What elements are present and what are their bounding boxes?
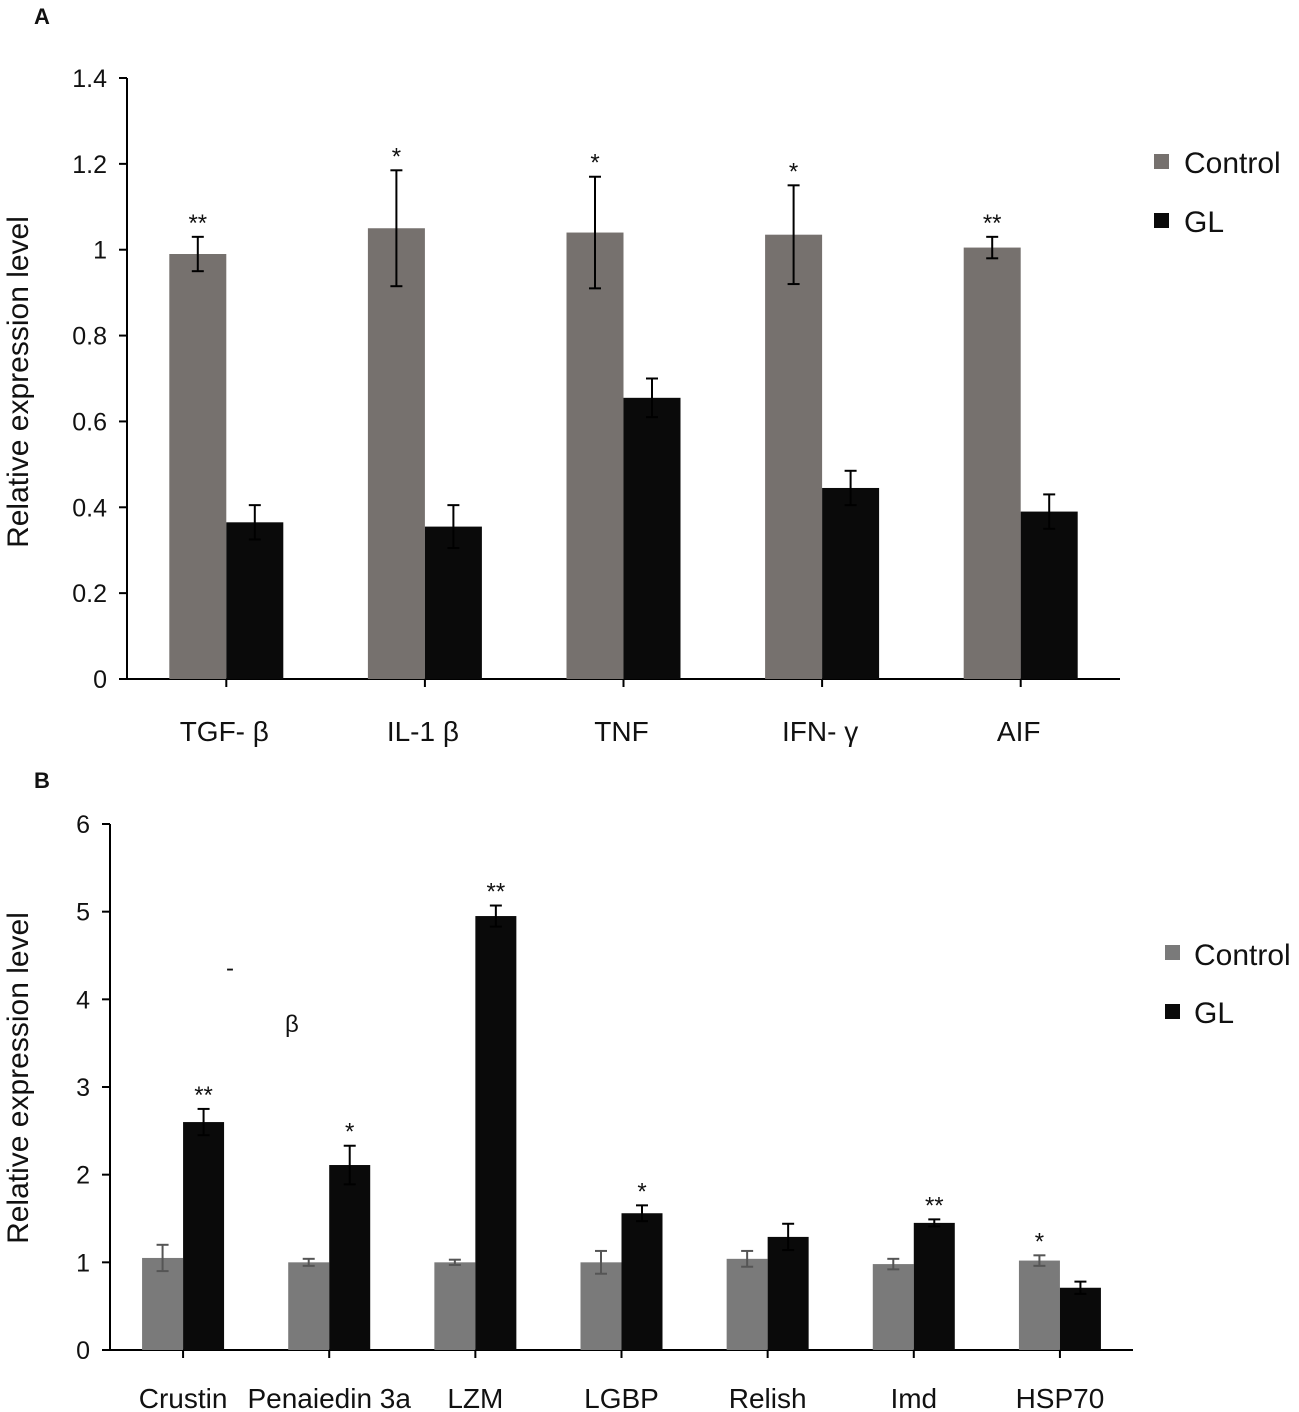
bar-control-tnf bbox=[566, 232, 624, 680]
y-tick-label: 1 bbox=[76, 1249, 90, 1277]
panel-b: B Relative expression level 0 1 2 3 4 5 6 Crust… bbox=[2, 768, 1291, 1412]
significance-marker-tgf: ** bbox=[188, 210, 207, 237]
bar-control-imd bbox=[872, 1264, 914, 1350]
stray-dash-mark: - bbox=[226, 955, 234, 982]
significance-marker-penaiedin-3a: * bbox=[345, 1119, 354, 1146]
y-tick-label: 5 bbox=[76, 899, 90, 927]
bar-control-ifn bbox=[765, 234, 823, 680]
significance-marker-lzm: ** bbox=[487, 879, 506, 906]
y-tick-label: 0.4 bbox=[72, 494, 107, 522]
x-tick-label-aif: AIF bbox=[997, 716, 1041, 747]
legend-control-label: Control bbox=[1184, 147, 1281, 180]
bar-gl-hsp70 bbox=[1059, 1287, 1101, 1350]
panel-b-label: B bbox=[34, 768, 50, 793]
significance-marker-lgbp: * bbox=[637, 1178, 646, 1205]
bar-gl-tgf bbox=[226, 522, 284, 679]
bar-gl-lzm bbox=[475, 916, 517, 1350]
bar-gl-aif bbox=[1020, 511, 1078, 679]
y-tick-label: 0.2 bbox=[72, 580, 107, 608]
panel-b-y-axis-label: Relative expression level bbox=[2, 912, 35, 1244]
bar-control-crustin bbox=[142, 1257, 184, 1350]
x-tick-label-tgf: TGF- β bbox=[180, 716, 269, 747]
panel-b-legend: Control GL bbox=[1165, 939, 1291, 1030]
panel-b-plot-area: 0 1 2 3 4 5 6 Crustin ** Penaiedin 3a * LZM ** LGBP * R… bbox=[76, 811, 1133, 1412]
bar-gl-penaiedin-3a bbox=[329, 1165, 371, 1350]
stray-beta-mark: β bbox=[285, 1011, 299, 1038]
bar-control-aif bbox=[963, 247, 1021, 679]
bar-gl-crustin bbox=[183, 1122, 225, 1350]
panel-a-label: A bbox=[34, 4, 50, 29]
bar-gl-il-1 bbox=[424, 526, 482, 679]
y-tick-label: 0.8 bbox=[72, 323, 107, 351]
significance-marker-aif: ** bbox=[983, 210, 1002, 237]
legend-control-swatch bbox=[1165, 945, 1180, 960]
x-tick-label-relish: Relish bbox=[729, 1383, 807, 1412]
bar-gl-lgbp bbox=[621, 1213, 663, 1350]
x-tick-label-imd: Imd bbox=[890, 1383, 937, 1412]
legend-control-label: Control bbox=[1194, 939, 1291, 972]
x-tick-label-hsp70: HSP70 bbox=[1016, 1383, 1105, 1412]
bar-control-il-1 bbox=[367, 228, 425, 679]
x-tick-label-il-1: IL-1 β bbox=[387, 716, 459, 747]
significance-marker-tnf: * bbox=[590, 150, 599, 177]
panel-a: A Relative expression level 0 0.2 0.4 0.6 0.… bbox=[2, 4, 1281, 747]
y-tick-label: 1.4 bbox=[72, 65, 107, 93]
bar-control-penaiedin-3a bbox=[288, 1262, 330, 1350]
significance-marker-imd: ** bbox=[925, 1192, 944, 1219]
x-tick-label-penaiedin-3a: Penaiedin 3a bbox=[247, 1383, 411, 1412]
bar-control-relish bbox=[726, 1258, 768, 1350]
y-tick-label: 4 bbox=[76, 986, 90, 1014]
significance-marker-ifn: * bbox=[789, 158, 798, 185]
bar-gl-imd bbox=[913, 1222, 955, 1350]
significance-marker-il-1: * bbox=[392, 143, 401, 170]
y-tick-label: 0.6 bbox=[72, 408, 107, 436]
legend-gl-label: GL bbox=[1184, 206, 1224, 239]
x-tick-label-lgbp: LGBP bbox=[584, 1383, 659, 1412]
significance-marker-hsp70: * bbox=[1035, 1228, 1044, 1255]
panel-a-y-axis-label: Relative expression level bbox=[2, 216, 35, 548]
x-tick-label-ifn: IFN- γ bbox=[782, 716, 858, 747]
x-tick-label-crustin: Crustin bbox=[139, 1383, 228, 1412]
y-tick-label: 3 bbox=[76, 1074, 90, 1102]
legend-gl-label: GL bbox=[1194, 997, 1234, 1030]
x-tick-label-tnf: TNF bbox=[594, 716, 648, 747]
y-tick-label: 6 bbox=[76, 811, 90, 839]
y-tick-label: 0 bbox=[76, 1337, 90, 1365]
legend-gl-swatch bbox=[1154, 213, 1169, 228]
bar-gl-ifn bbox=[822, 487, 880, 679]
bar-control-lgbp bbox=[580, 1262, 622, 1350]
y-tick-label: 0 bbox=[93, 666, 107, 694]
panel-a-legend: Control GL bbox=[1154, 147, 1281, 239]
y-tick-label: 1.2 bbox=[72, 151, 107, 179]
bar-control-hsp70 bbox=[1018, 1260, 1060, 1350]
bar-gl-relish bbox=[767, 1236, 809, 1350]
legend-gl-swatch bbox=[1165, 1004, 1180, 1019]
panel-a-plot-area: 0 0.2 0.4 0.6 0.8 1 1.2 1.4 TGF- β ** IL-1 β * TNF * I… bbox=[72, 65, 1120, 747]
y-tick-label: 2 bbox=[76, 1162, 90, 1190]
x-tick-label-lzm: LZM bbox=[447, 1383, 503, 1412]
significance-marker-crustin: ** bbox=[194, 1082, 213, 1109]
y-tick-label: 1 bbox=[93, 237, 107, 265]
bar-control-lzm bbox=[434, 1262, 476, 1350]
bar-control-tgf bbox=[169, 254, 227, 679]
legend-control-swatch bbox=[1154, 154, 1169, 169]
bar-gl-tnf bbox=[623, 397, 681, 679]
